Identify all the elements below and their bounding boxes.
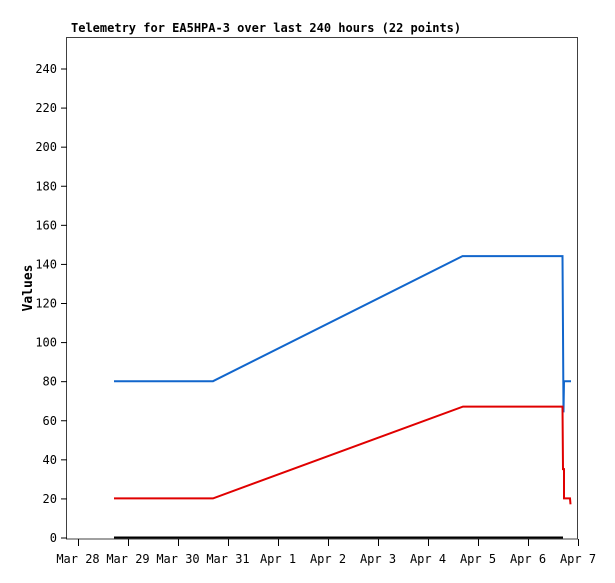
y-tick-label: 60: [43, 414, 57, 428]
x-tick-label: Apr 3: [360, 552, 396, 566]
x-tick-label: Apr 2: [310, 552, 346, 566]
y-tick-label: 160: [35, 218, 57, 232]
y-axis-label: Values: [21, 265, 36, 312]
y-tick-label: 0: [50, 531, 57, 545]
x-tick-label: Apr 5: [460, 552, 496, 566]
chart-title: Telemetry for EA5HPA-3 over last 240 hou…: [71, 21, 461, 35]
series-line-lower-channel: [114, 405, 572, 505]
x-tick-label: Apr 4: [410, 552, 446, 566]
y-tick-label: 200: [35, 140, 57, 154]
x-tick-label: Apr 6: [510, 552, 546, 566]
y-tick-label: 240: [35, 62, 57, 76]
x-tick-label: Apr 1: [260, 552, 296, 566]
series-line-upper-channel: [114, 255, 571, 413]
y-tick-label: 20: [43, 492, 57, 506]
y-tick-label: 140: [35, 257, 57, 271]
chart-content: 0 20 40 60 80 100 120 140 160 180 200 220 240 Mar 28 M…: [35, 62, 596, 566]
y-tick-label: 40: [43, 453, 57, 467]
x-tick-label: Mar 29: [106, 552, 149, 566]
y-tick-label: 80: [43, 375, 57, 389]
y-tick-label: 100: [35, 336, 57, 350]
plot-border: [66, 37, 578, 540]
x-tick-label: Mar 28: [56, 552, 99, 566]
x-tick-label: Mar 30: [156, 552, 199, 566]
y-tick-label: 220: [35, 101, 57, 115]
x-tick-label: Apr 7: [560, 552, 596, 566]
y-tick-label: 180: [35, 179, 57, 193]
y-tick-label: 120: [35, 297, 57, 311]
x-tick-label: Mar 31: [206, 552, 249, 566]
